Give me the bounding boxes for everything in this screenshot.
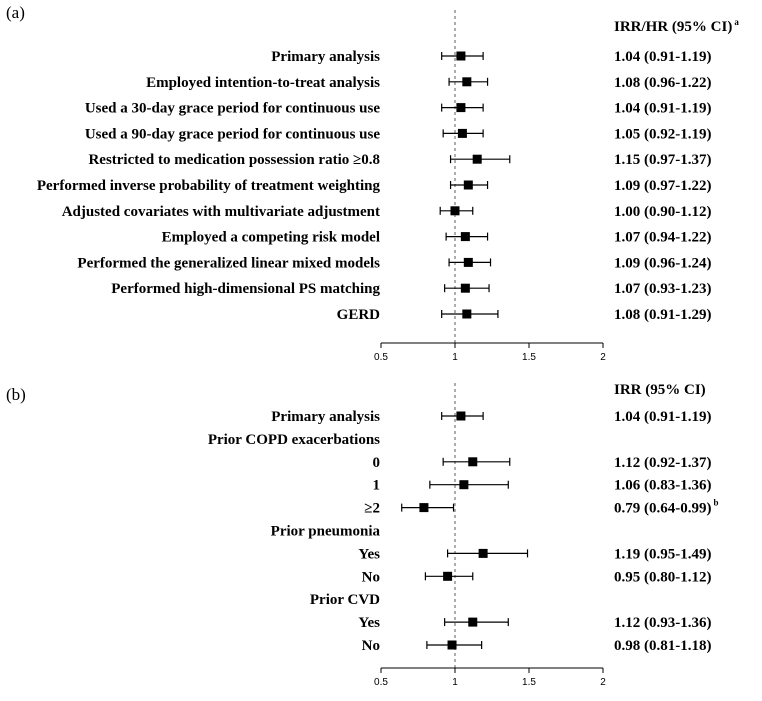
ci-superscript: b <box>714 498 719 508</box>
row-label: Primary analysis <box>271 49 380 65</box>
x-tick-label: 0.5 <box>374 677 388 688</box>
point-estimate-marker <box>457 128 467 138</box>
x-tick-label: 1.5 <box>522 352 536 363</box>
point-estimate-marker <box>456 411 466 421</box>
point-estimate-marker <box>463 180 473 190</box>
ci-value: 0.79 (0.64-0.99) <box>614 501 712 517</box>
row-label: ≥2 <box>364 501 380 517</box>
row-label: Employed intention-to-treat analysis <box>146 75 380 91</box>
row-label: Restricted to medication possession rati… <box>88 152 380 168</box>
ci-value: 1.08 (0.96-1.22) <box>614 75 712 91</box>
point-estimate-marker <box>462 309 472 319</box>
ci-value: 1.08 (0.91-1.29) <box>614 307 712 323</box>
ci-value: 1.15 (0.97-1.37) <box>614 152 712 168</box>
point-estimate-marker <box>456 51 466 61</box>
panel-label: (a) <box>6 3 25 22</box>
row-label: Performed high-dimensional PS matching <box>111 281 380 297</box>
point-estimate-marker <box>478 548 488 558</box>
ci-value: 1.19 (0.95-1.49) <box>614 546 712 562</box>
x-tick-label: 2 <box>600 677 606 688</box>
column-header: IRR/HR (95% CI) <box>614 19 732 35</box>
row-label: Used a 30-day grace period for continuou… <box>85 101 380 117</box>
x-tick-label: 2 <box>600 352 606 363</box>
point-estimate-marker <box>459 480 469 490</box>
ci-value: 0.95 (0.80-1.12) <box>614 569 712 585</box>
point-estimate-marker <box>443 571 453 581</box>
row-label: Performed inverse probability of treatme… <box>37 178 381 194</box>
panel-label: (b) <box>6 385 26 404</box>
group-heading: Prior pneumonia <box>271 524 381 540</box>
row-label: Primary analysis <box>271 409 380 425</box>
ci-value: 1.12 (0.92-1.37) <box>614 455 712 471</box>
x-tick-label: 1 <box>452 677 458 688</box>
point-estimate-marker <box>472 154 482 164</box>
point-estimate-marker <box>460 283 470 293</box>
column-header: IRR (95% CI) <box>614 382 706 398</box>
point-estimate-marker <box>447 640 457 650</box>
point-estimate-marker <box>468 457 478 467</box>
point-estimate-marker <box>450 206 460 216</box>
group-heading: Prior COPD exacerbations <box>208 432 380 448</box>
row-label: No <box>362 569 380 585</box>
point-estimate-marker <box>460 232 470 242</box>
ci-value: 1.09 (0.97-1.22) <box>614 178 712 194</box>
x-tick-label: 1.5 <box>522 677 536 688</box>
point-estimate-marker <box>463 257 473 267</box>
ci-value: 1.06 (0.83-1.36) <box>614 478 712 494</box>
ci-value: 1.05 (0.92-1.19) <box>614 126 712 142</box>
ci-value: 1.04 (0.91-1.19) <box>614 409 712 425</box>
ci-value: 1.07 (0.94-1.22) <box>614 230 712 246</box>
row-label: Performed the generalized linear mixed m… <box>77 255 380 271</box>
point-estimate-marker <box>462 77 472 87</box>
row-label: Adjusted covariates with multivariate ad… <box>62 204 380 220</box>
ci-value: 1.09 (0.96-1.24) <box>614 255 712 271</box>
row-label: GERD <box>337 307 381 323</box>
ci-value: 1.07 (0.93-1.23) <box>614 281 712 297</box>
x-tick-label: 0.5 <box>374 352 388 363</box>
header-superscript: a <box>734 17 739 27</box>
row-label: Yes <box>358 546 380 562</box>
ci-value: 1.04 (0.91-1.19) <box>614 49 712 65</box>
row-label: Yes <box>358 615 380 631</box>
point-estimate-marker <box>468 617 478 627</box>
point-estimate-marker <box>456 103 466 113</box>
ci-value: 1.04 (0.91-1.19) <box>614 101 712 117</box>
row-label: 1 <box>373 478 381 494</box>
row-label: 0 <box>373 455 381 471</box>
x-tick-label: 1 <box>452 352 458 363</box>
ci-value: 1.12 (0.93-1.36) <box>614 615 712 631</box>
ci-value: 1.00 (0.90-1.12) <box>614 204 712 220</box>
group-heading: Prior CVD <box>310 592 380 608</box>
row-label: No <box>362 638 380 654</box>
row-label: Used a 90-day grace period for continuou… <box>85 126 380 142</box>
row-label: Employed a competing risk model <box>162 230 380 246</box>
point-estimate-marker <box>419 503 429 513</box>
ci-value: 0.98 (0.81-1.18) <box>614 638 712 654</box>
